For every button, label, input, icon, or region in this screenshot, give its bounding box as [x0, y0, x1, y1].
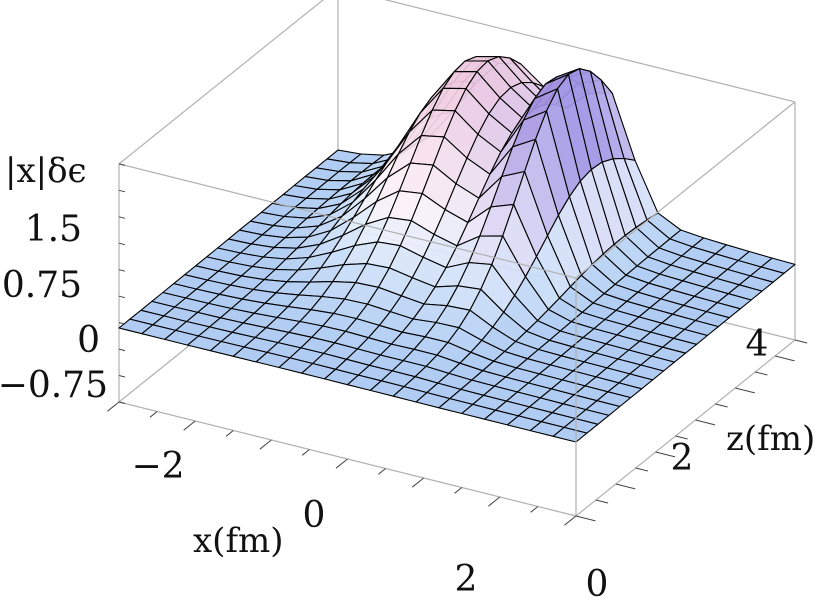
y-tick-mark [575, 515, 596, 522]
y-tick-mark [635, 467, 649, 472]
x-tick-mark [183, 420, 196, 431]
x-tick-mark [259, 439, 272, 450]
y-tick-mark [595, 499, 609, 504]
box-edge [384, 0, 796, 103]
y-tick-mark [695, 419, 716, 426]
box-edge [118, 163, 577, 279]
surface-cell [552, 426, 588, 443]
box-edge [575, 339, 796, 517]
x-tick-mark [378, 468, 386, 475]
z-tick-mark [118, 348, 126, 352]
z-axis-label: |x|δϵ [5, 151, 87, 191]
z-tick-label: 0 [77, 320, 100, 361]
x-tick-mark [149, 411, 158, 418]
z-tick-mark [118, 242, 126, 246]
x-tick-mark [107, 401, 120, 412]
y-tick-mark [735, 387, 755, 394]
y-tick-mark [755, 371, 768, 376]
x-tick-mark [454, 487, 463, 494]
y-tick-label: 0 [586, 564, 609, 605]
y-tick-mark [655, 451, 676, 458]
x-tick-mark [225, 430, 234, 437]
x-tick-label: 2 [455, 559, 478, 600]
x-tick-mark [301, 449, 310, 456]
y-tick-mark [715, 403, 728, 408]
y-tick-label: 2 [671, 438, 694, 479]
x-tick-mark [411, 477, 425, 488]
axis-ticks [107, 163, 808, 526]
x-tick-mark [564, 515, 577, 526]
z-tick-mark [118, 295, 126, 299]
z-tick-mark [118, 216, 126, 219]
z-tick-mark [118, 189, 126, 193]
x-tick-label: 0 [303, 495, 326, 536]
surface-mesh [118, 55, 796, 443]
z-tick-label: 0.75 [2, 265, 82, 306]
y-tick-mark [615, 483, 636, 490]
y-tick-mark [675, 435, 688, 440]
x-tick-label: −2 [131, 446, 184, 487]
y-tick-mark [794, 339, 808, 344]
z-tick-mark [118, 269, 126, 272]
x-tick-mark [530, 506, 539, 513]
z-tick-mark [118, 401, 126, 404]
box-edge [118, 0, 324, 165]
x-tick-mark [335, 458, 348, 469]
box-edge [575, 101, 796, 279]
z-tick-mark [118, 163, 126, 166]
z-tick-label: −0.75 [0, 365, 108, 406]
y-tick-label: 4 [746, 324, 769, 365]
y-tick-mark [774, 355, 795, 362]
x-tick-mark [488, 496, 501, 507]
z-tick-mark [118, 375, 126, 378]
z-tick-mark [118, 322, 126, 325]
z-tick-label: 1.5 [25, 209, 82, 250]
x-axis-label: x(fm) [193, 521, 284, 561]
y-axis-label: z(fm) [726, 419, 815, 459]
